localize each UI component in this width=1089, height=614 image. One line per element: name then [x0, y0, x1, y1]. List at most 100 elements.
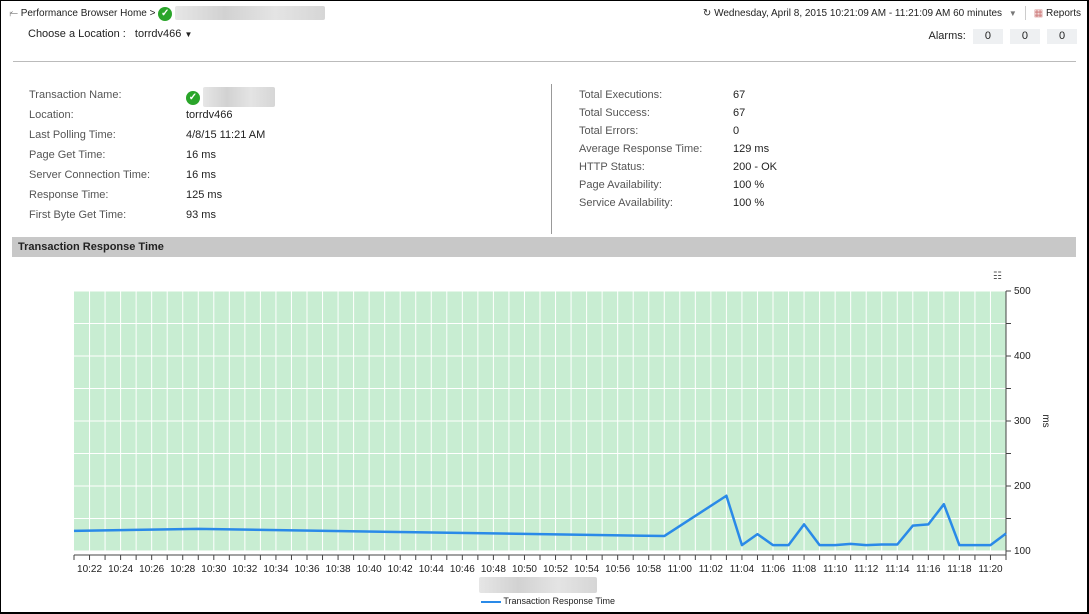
detail-value: 0: [733, 125, 740, 137]
x-tick-label: 10:44: [419, 564, 444, 575]
divider: [1024, 6, 1026, 20]
x-tick-label: 10:56: [605, 564, 630, 575]
divider: [551, 84, 552, 234]
section-header: Transaction Response Time: [12, 237, 1076, 257]
location-label: Choose a Location :: [28, 28, 126, 40]
x-tick-label: 10:58: [636, 564, 661, 575]
location-value[interactable]: torrdv466: [134, 28, 182, 40]
divider: [13, 61, 1076, 62]
detail-value: 93 ms: [186, 209, 216, 221]
detail-label: Page Get Time:: [29, 149, 106, 161]
x-tick-label: 11:16: [916, 564, 941, 575]
header-right: ↻ Wednesday, April 8, 2015 10:21:09 AM -…: [703, 6, 1081, 20]
chevron-down-icon[interactable]: ▼: [184, 30, 193, 39]
x-tick-label: 10:28: [170, 564, 195, 575]
breadcrumb-separator: >: [149, 8, 156, 19]
x-tick-label: 11:02: [699, 564, 724, 575]
time-range-text[interactable]: Wednesday, April 8, 2015 10:21:09 AM - 1…: [714, 7, 1003, 19]
x-tick-label: 10:32: [232, 564, 257, 575]
x-tick-label: 10:38: [326, 564, 351, 575]
detail-label: Server Connection Time:: [29, 169, 151, 181]
chart-legend[interactable]: Transaction Response Time: [481, 596, 615, 606]
reports-button[interactable]: ▦ Reports: [1034, 8, 1081, 19]
refresh-icon: ↻: [702, 7, 712, 19]
redacted-label: [479, 577, 597, 593]
alarms: Alarms: 0 0 0: [929, 29, 1077, 44]
time-range-selector[interactable]: ↻ Wednesday, April 8, 2015 10:21:09 AM -…: [703, 8, 1017, 19]
detail-value: ✓: [186, 87, 276, 107]
alarms-label: Alarms:: [928, 30, 966, 42]
home-icon[interactable]: ⥒: [9, 8, 18, 19]
x-tick-label: 10:22: [77, 564, 102, 575]
detail-value: 16 ms: [186, 149, 216, 161]
detail-label: Service Availability:: [579, 197, 673, 209]
detail-value: 67: [733, 89, 746, 101]
alarm-count-minor[interactable]: 0: [1047, 29, 1077, 44]
detail-label: Total Errors:: [579, 125, 639, 137]
x-tick-label: 11:10: [823, 564, 848, 575]
y-tick-label: 400: [1014, 351, 1031, 362]
x-tick-label: 10:30: [201, 564, 226, 575]
detail-value: 129 ms: [733, 143, 770, 155]
detail-value: 67: [733, 107, 746, 119]
detail-value: 16 ms: [186, 169, 216, 181]
x-tick-label: 10:36: [294, 564, 319, 575]
y-tick-label: 300: [1014, 416, 1031, 427]
x-tick-label: 11:20: [978, 564, 1003, 575]
detail-label: Transaction Name:: [29, 89, 122, 101]
x-tick-label: 10:24: [108, 564, 133, 575]
alarm-count-major[interactable]: 0: [1009, 29, 1040, 44]
chevron-down-icon[interactable]: ▼: [1008, 8, 1017, 18]
chart-menu-icon[interactable]: ☷: [993, 271, 1002, 282]
x-tick-label: 11:08: [792, 564, 817, 575]
detail-label: Location:: [29, 109, 74, 121]
reports-label: Reports: [1045, 7, 1081, 19]
detail-value: 100 %: [733, 197, 765, 209]
detail-label: HTTP Status:: [579, 161, 645, 173]
detail-label: Response Time:: [29, 189, 109, 201]
detail-value: 200 - OK: [733, 161, 778, 173]
legend-swatch: [481, 600, 501, 603]
x-tick-label: 10:34: [263, 564, 288, 575]
x-tick-label: 10:26: [139, 564, 164, 575]
detail-value: torrdv466: [186, 109, 233, 121]
detail-label: Page Availability:: [579, 179, 662, 191]
detail-label: Total Executions:: [579, 89, 663, 101]
x-tick-label: 10:54: [574, 564, 599, 575]
x-tick-label: 11:12: [854, 564, 879, 575]
series-line-transaction-response-time: [73, 494, 1007, 547]
status-ok-icon: ✓: [186, 90, 200, 105]
location-selector[interactable]: Choose a Location : torrdv466 ▼: [28, 28, 192, 40]
x-tick-label: 10:52: [543, 564, 568, 575]
y-tick-label: 500: [1014, 286, 1031, 297]
detail-value: 125 ms: [186, 189, 223, 201]
x-tick-label: 11:00: [668, 564, 693, 575]
alarm-count-critical[interactable]: 0: [972, 29, 1003, 44]
breadcrumb-home-link[interactable]: Performance Browser Home: [20, 8, 147, 19]
breadcrumb: ⥒ Performance Browser Home > ✓: [9, 6, 326, 22]
x-tick-label: 10:50: [512, 564, 537, 575]
x-tick-label: 11:04: [730, 564, 755, 575]
x-tick-label: 10:48: [481, 564, 506, 575]
x-tick-label: 11:18: [947, 564, 972, 575]
detail-value: 100 %: [733, 179, 765, 191]
y-tick-label: 200: [1014, 481, 1031, 492]
detail-label: Last Polling Time:: [29, 129, 116, 141]
x-tick-label: 11:06: [761, 564, 786, 575]
detail-label: Average Response Time:: [579, 143, 703, 155]
x-tick-label: 10:42: [388, 564, 413, 575]
detail-label: First Byte Get Time:: [29, 209, 127, 221]
reports-icon: ▦: [1033, 7, 1044, 19]
legend-label: Transaction Response Time: [503, 596, 616, 606]
detail-label: Total Success:: [579, 107, 650, 119]
transaction-name-redacted: [203, 87, 276, 107]
y-axis-label: ms: [1040, 414, 1051, 427]
detail-value: 4/8/15 11:21 AM: [186, 129, 266, 141]
x-tick-label: 10:40: [357, 564, 382, 575]
transaction-name-redacted: [175, 6, 326, 21]
x-tick-label: 10:46: [450, 564, 475, 575]
x-tick-label: 11:14: [885, 564, 910, 575]
status-ok-icon: ✓: [158, 7, 173, 21]
